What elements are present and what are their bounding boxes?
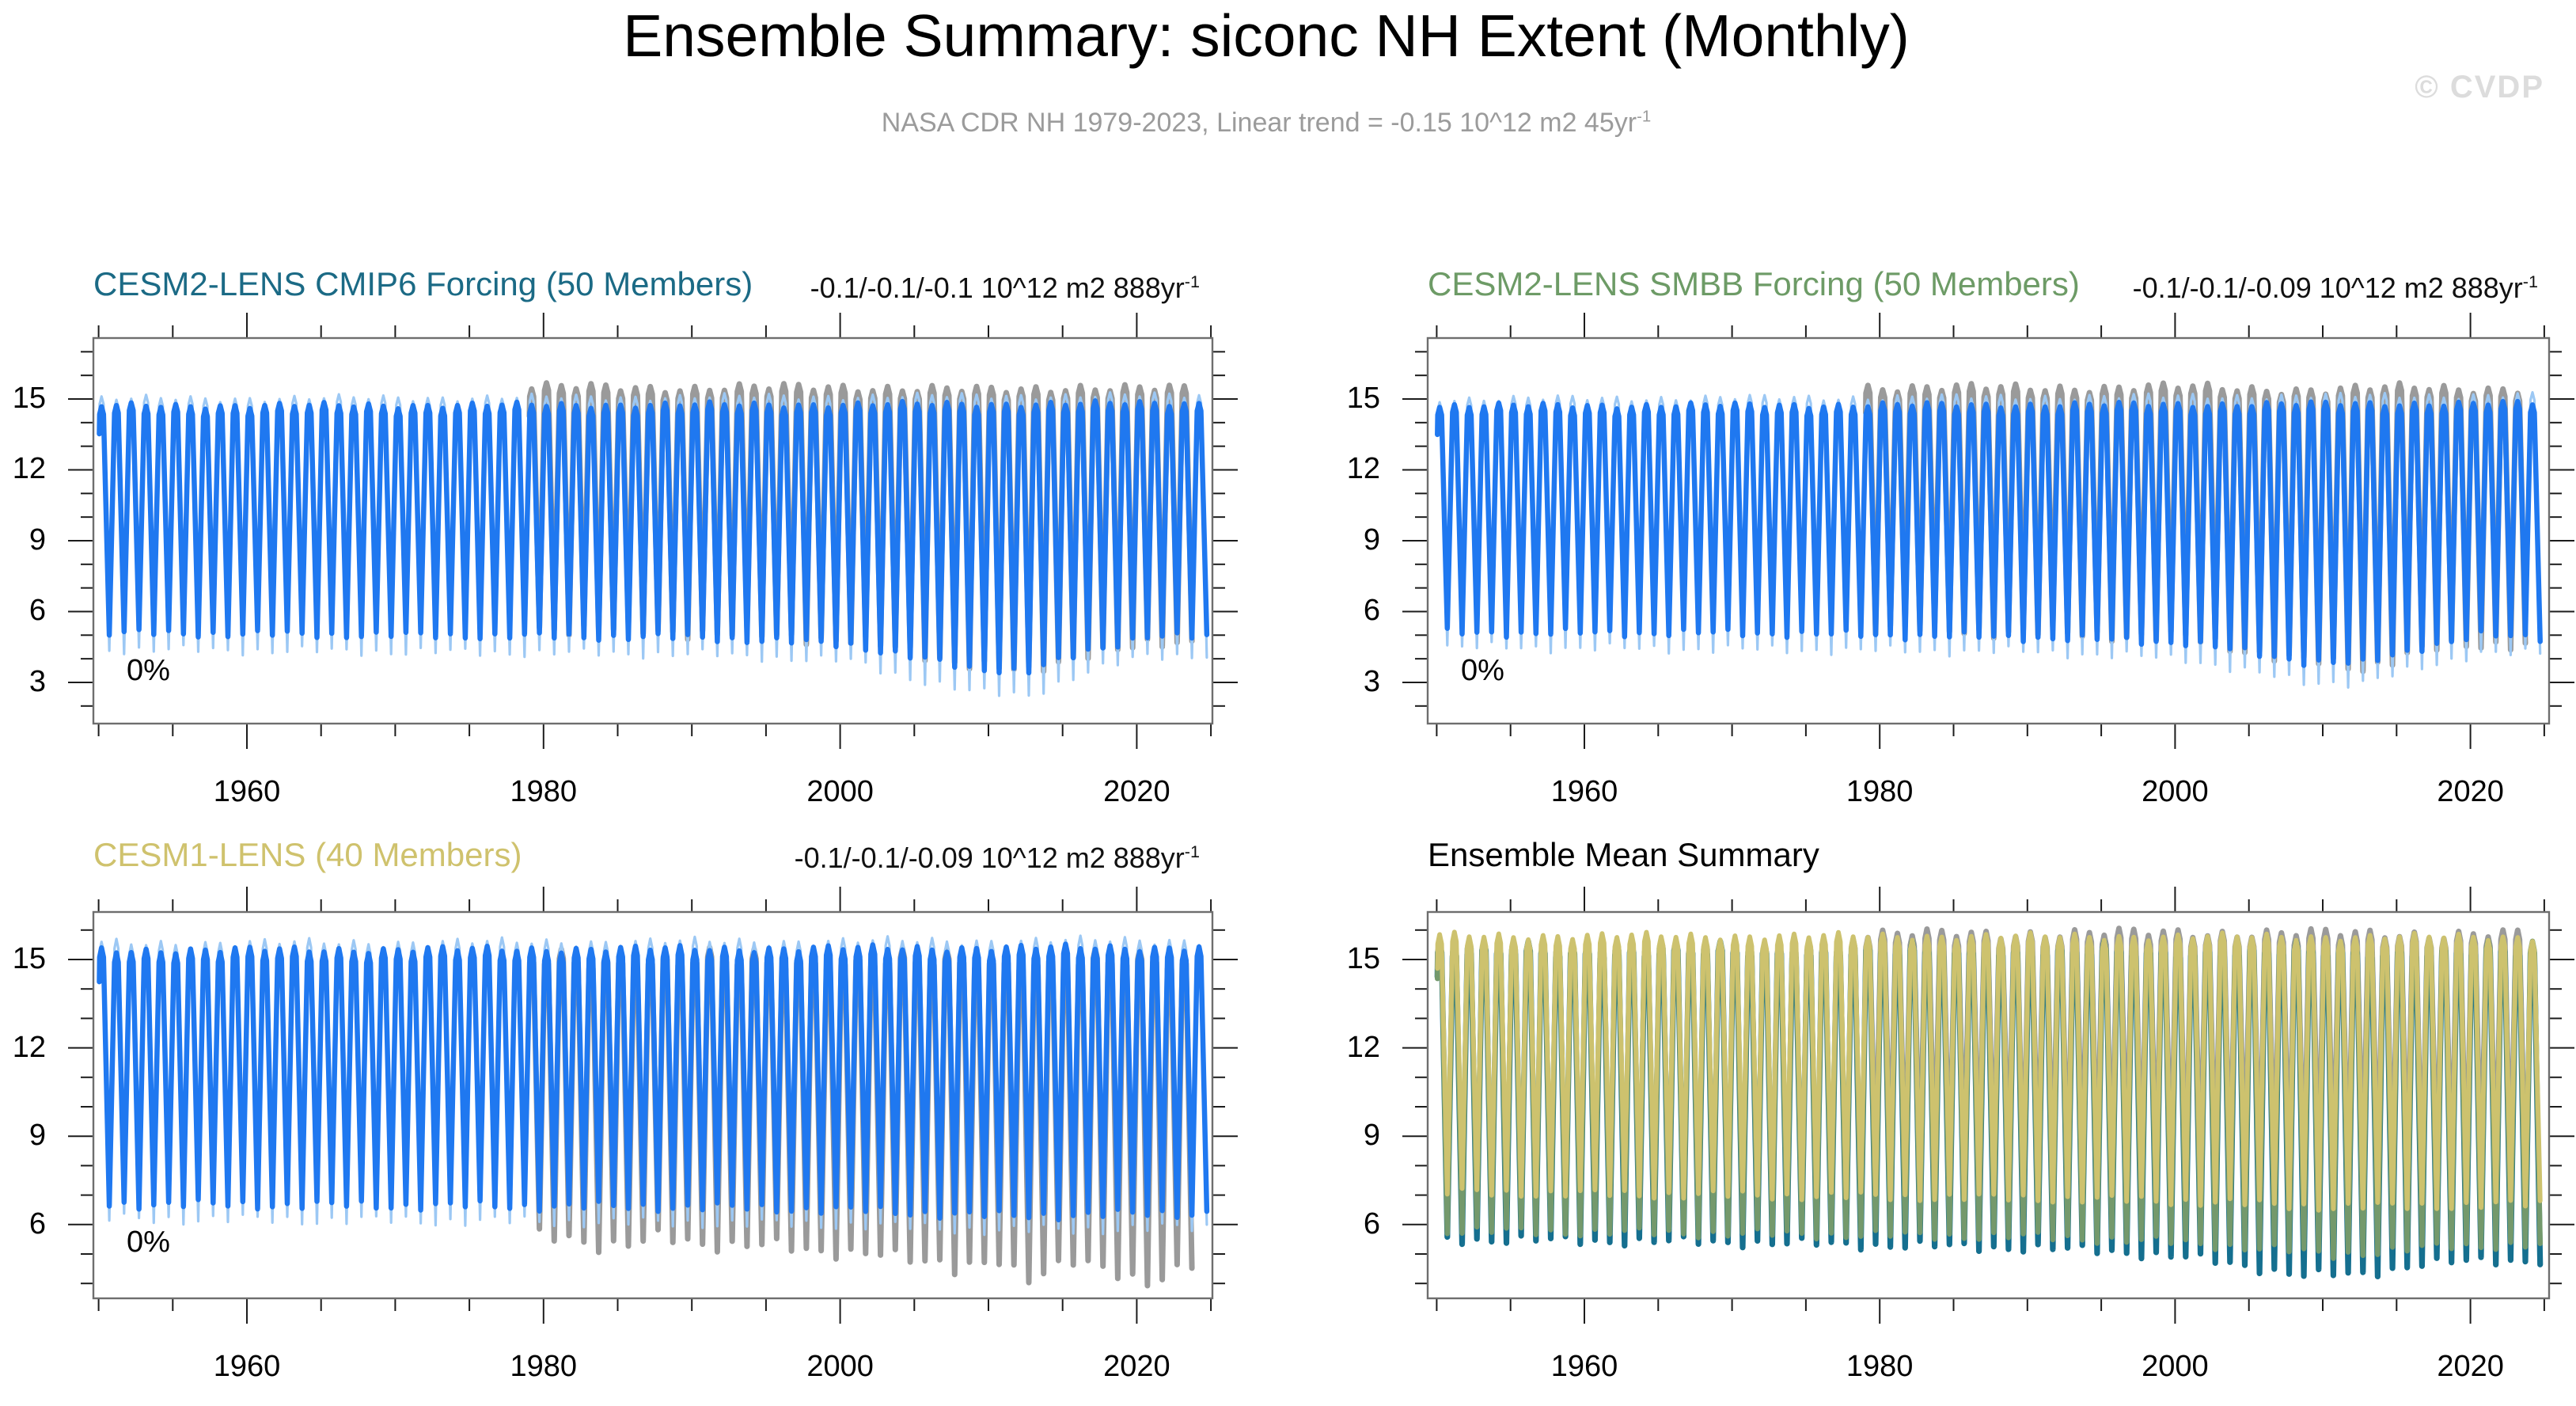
series-group (97, 380, 1210, 697)
plot-border (92, 910, 1214, 1300)
y-tick-label: 12 (12, 452, 46, 486)
y-tick-label: 15 (1346, 382, 1380, 415)
axis-ticks (1402, 313, 2574, 749)
series-member-range (97, 391, 1208, 697)
panel-title-cesm2-smbb: CESM2-LENS SMBB Forcing (50 Members) (1428, 265, 2080, 302)
series-observations-nasa-cdr (1863, 380, 2529, 674)
y-tick-label: 6 (28, 1206, 46, 1241)
axis-ticks (68, 887, 1238, 1324)
y-tick-label: 6 (1363, 594, 1380, 628)
trend-label-cesm2-cmip6: -0.1/-0.1/-0.1 10^12 m2 888yr-1 (810, 272, 1200, 305)
y-tick-label: 12 (1346, 452, 1380, 486)
x-tick-label: 2000 (2142, 1350, 2209, 1383)
series-ensemble-members (97, 398, 1210, 676)
subtitle-text: NASA CDR NH 1979-2023, Linear trend = -0… (881, 108, 1637, 138)
series-observations-nasa-cdr (526, 380, 1195, 674)
y-tick-label: 9 (1363, 522, 1380, 557)
trend-exponent: -1 (2522, 272, 2538, 291)
panel-title-cesm2-cmip6: CESM2-LENS CMIP6 Forcing (50 Members) (93, 265, 753, 302)
x-tick-label: 2000 (2142, 775, 2209, 808)
zero-percent-label: 0% (1461, 654, 1504, 687)
panel-title-ensemble-mean: Ensemble Mean Summary (1428, 836, 1819, 873)
y-tick-label: 6 (1363, 1206, 1380, 1241)
x-tick-label: 2000 (806, 775, 874, 808)
y-tick-label: 3 (1363, 664, 1380, 698)
x-tick-label: 2020 (2437, 775, 2504, 808)
x-tick-label: 1960 (1550, 775, 1618, 808)
x-tick-label: 1980 (510, 775, 578, 808)
x-tick-label: 1980 (510, 1350, 578, 1383)
y-tick-label: 6 (28, 594, 46, 628)
series-cesm1-lens-mean (1435, 929, 2543, 1213)
subtitle-exponent: -1 (1637, 108, 1652, 126)
series-member-range (97, 934, 1208, 1237)
zero-percent-label: 0% (127, 654, 170, 687)
x-tick-label: 1960 (1550, 1350, 1618, 1383)
trend-label-cesm2-smbb: -0.1/-0.1/-0.09 10^12 m2 888yr-1 (2133, 272, 2538, 305)
trend-label-cesm1-lens: -0.1/-0.1/-0.09 10^12 m2 888yr-1 (795, 842, 1200, 875)
cvdp-watermark: © CVDP (2415, 70, 2544, 104)
y-tick-label: 15 (1346, 942, 1380, 975)
trend-text: -0.1/-0.1/-0.09 10^12 m2 888yr (2132, 272, 2523, 304)
y-tick-label: 3 (28, 664, 46, 698)
x-tick-label: 2020 (1103, 1350, 1170, 1383)
x-tick-label: 1960 (213, 775, 281, 808)
figure-title: Ensemble Summary: siconc NH Extent (Mont… (623, 2, 1910, 69)
y-tick-label: 9 (1363, 1119, 1380, 1153)
x-tick-label: 2020 (2437, 1350, 2504, 1383)
figure-subtitle: NASA CDR NH 1979-2023, Linear trend = -0… (0, 108, 2532, 139)
trend-exponent: -1 (1184, 272, 1200, 291)
series-ensemble-members (1435, 398, 2543, 668)
y-tick-label: 9 (28, 522, 46, 557)
y-tick-label: 12 (1346, 1030, 1380, 1064)
x-tick-label: 2000 (806, 1350, 874, 1383)
series-member-range (1436, 391, 2542, 689)
series-ensemble-members (97, 941, 1210, 1223)
zero-percent-label: 0% (127, 1226, 170, 1259)
x-tick-label: 2020 (1103, 775, 1170, 808)
plot-border (1426, 336, 2551, 725)
y-tick-label: 15 (12, 382, 46, 415)
series-group (1434, 925, 2544, 1279)
y-tick-label: 15 (12, 942, 46, 975)
trend-exponent: -1 (1184, 842, 1200, 861)
series-group (1435, 380, 2543, 689)
panel-title-cesm1-lens: CESM1-LENS (40 Members) (93, 836, 522, 873)
axis-ticks (68, 313, 1238, 749)
plot-border (92, 336, 1214, 725)
y-tick-label: 12 (12, 1030, 46, 1064)
trend-text: -0.1/-0.1/-0.09 10^12 m2 888yr (794, 842, 1185, 874)
x-tick-label: 1980 (1846, 775, 1914, 808)
plot-border (1426, 910, 2551, 1300)
x-tick-label: 1980 (1846, 1350, 1914, 1383)
series-group (97, 934, 1210, 1289)
trend-text: -0.1/-0.1/-0.1 10^12 m2 888yr (810, 272, 1185, 304)
x-tick-label: 1960 (213, 1350, 281, 1383)
y-tick-label: 9 (28, 1119, 46, 1153)
axis-ticks (1402, 887, 2574, 1324)
